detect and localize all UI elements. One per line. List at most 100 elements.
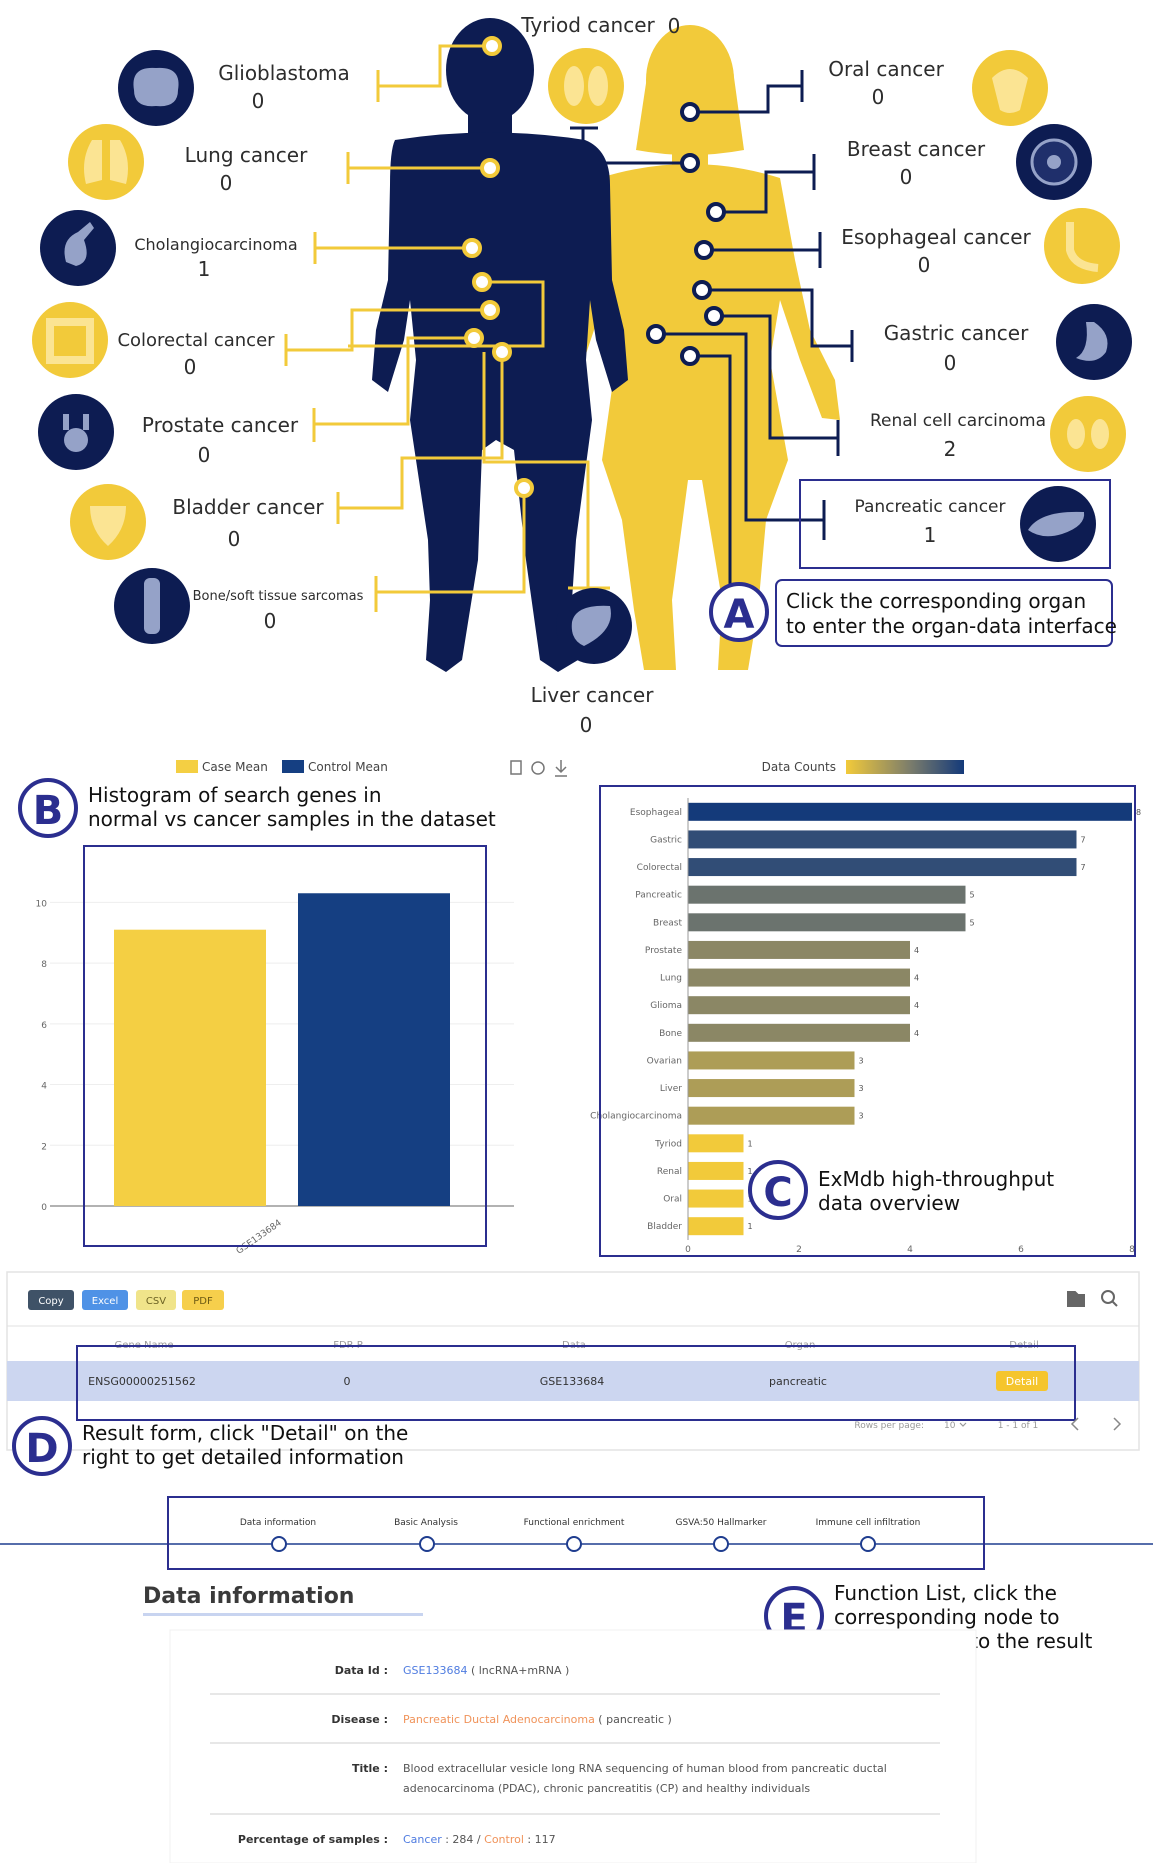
svg-text:A: A (724, 592, 755, 638)
organ-count: 2 (944, 437, 957, 461)
organ-dots[interactable] (462, 36, 726, 498)
table-toolbar-icons[interactable] (1067, 1290, 1118, 1307)
chevron-left-icon (1070, 1417, 1079, 1431)
chart-c-bar (688, 858, 1077, 877)
organ-connector-lines (284, 44, 854, 612)
chart-c-value-label: 1 (748, 1222, 753, 1231)
chart-b-bar (114, 929, 266, 1206)
function-step-data-information: Data information (240, 1518, 316, 1552)
chart-c-bar (688, 968, 910, 987)
copy-button (28, 1290, 74, 1310)
male-body-figure[interactable] (372, 18, 628, 672)
chart-c-value-label: 4 (914, 1029, 919, 1038)
organ-label: Oral cancer (828, 57, 944, 81)
badge-d: D (12, 1416, 72, 1476)
data-id-link[interactable]: GSE133684 (403, 1664, 467, 1677)
gallbladder-icon (40, 210, 116, 286)
chart-c-category-label: Bone (659, 1029, 682, 1039)
organ-label: Bone/soft tissue sarcomas (193, 589, 364, 604)
excel-button-label: Excel (92, 1296, 119, 1307)
table-pagination[interactable]: Rows per page: 10 1 - 1 of 1 (854, 1417, 1122, 1431)
svg-text:Functional enrichment: Functional enrichment (524, 1518, 625, 1528)
panel-b: Case Mean Control Mean B Histogram of se… (18, 760, 567, 1257)
pancreatic-highlight-box[interactable] (799, 479, 1111, 569)
data-id-note: ( lncRNA+mRNA ) (467, 1664, 569, 1677)
intestine-icon (32, 302, 108, 378)
rows-per-page-label: Rows per page: (854, 1421, 924, 1431)
chart-c-category-label: Colorectal (637, 863, 682, 873)
organ-count: 1 (924, 523, 937, 547)
chart-b-histogram: 0 2 4 6 8 10 GSE133684 (36, 893, 514, 1257)
organ-label: Esophageal cancer (841, 225, 1031, 249)
organ-label: Pancreatic cancer (855, 497, 1006, 517)
data-id-row: GSE133684 ( lncRNA+mRNA ) (403, 1664, 569, 1677)
chart-c-category-label: Oral (663, 1195, 682, 1205)
chart-c-bar (688, 1134, 744, 1153)
chart-c-value-label: 3 (859, 1056, 864, 1065)
chart-c-category-label: Liver (660, 1084, 682, 1094)
chevron-right-icon (1113, 1417, 1122, 1431)
disease-link[interactable]: Pancreatic Ductal Adenocarcinoma (403, 1713, 595, 1726)
cell-data: GSE133684 (540, 1375, 604, 1388)
badge-b: B (18, 778, 78, 838)
chart-c-category-label: Lung (660, 974, 682, 984)
function-list[interactable]: Data information Basic Analysis Function… (240, 1518, 921, 1552)
chart-c-category-label: Ovarian (647, 1056, 682, 1066)
organ-labels[interactable]: Tyriod cancer 0 Glioblastoma 0 Lung canc… (117, 13, 1046, 737)
chart-c-bar (688, 802, 1132, 821)
rows-per-page-chevron-icon (959, 1422, 967, 1427)
esophagus-icon (1044, 208, 1120, 284)
organ-label: Renal cell carcinoma (870, 411, 1046, 431)
organ-label: Breast cancer (847, 137, 986, 161)
chart-c-x-tick-label: 6 (1018, 1245, 1024, 1255)
legend-swatch-control (282, 760, 304, 773)
chart-c-bar (688, 940, 910, 959)
function-step-functional-enrichment: Functional enrichment (524, 1518, 625, 1552)
chart-c-value-label: 4 (914, 1001, 919, 1010)
chart-c-value-label: 5 (970, 891, 975, 900)
function-step-basic-analysis: Basic Analysis (394, 1518, 458, 1552)
table-row[interactable]: ENSG00000251562 0 GSE133684 pancreatic D… (7, 1361, 1139, 1401)
callout-text-line-1: Click the corresponding organ (786, 589, 1086, 613)
chart-c-value-label: 7 (1081, 863, 1086, 872)
chart-b-x-tick-label: GSE133684 (235, 1218, 284, 1257)
badge-c: C (748, 1160, 808, 1220)
disease-row: Pancreatic Ductal Adenocarcinoma ( pancr… (403, 1713, 672, 1726)
organ-icon-circles[interactable] (32, 48, 1132, 664)
svg-text:C: C (763, 1170, 792, 1216)
organ-count: 0 (900, 165, 913, 189)
caption-d-line-2: right to get detailed information (82, 1445, 404, 1469)
thyroid-icon (548, 48, 624, 124)
organ-label: Prostate cancer (142, 413, 299, 437)
chart-c-x-tick-label: 4 (907, 1245, 913, 1255)
chart-c-category-label: Tyriod (654, 1139, 682, 1149)
organ-label: Cholangiocarcinoma (134, 235, 297, 254)
chart-c-x-tick-label: 8 (1129, 1245, 1135, 1255)
organ-count: 0 (918, 253, 931, 277)
chart-c-bar (688, 1079, 855, 1098)
bone-joint-icon (114, 568, 190, 644)
chart-c-category-label: Gastric (650, 835, 682, 845)
chart-c-value-label: 4 (914, 974, 919, 983)
cell-organ: pancreatic (769, 1375, 827, 1388)
chart-c-category-label: Prostate (645, 946, 683, 956)
chart-c-value-label: 7 (1081, 835, 1086, 844)
chart-c-legend-label: Data Counts (762, 760, 836, 774)
caption-e-line-1: Function List, click the (834, 1581, 1057, 1605)
chart-c-bar (688, 830, 1077, 849)
refresh-icon (531, 761, 545, 775)
breast-icon (1016, 124, 1092, 200)
caption-d-line-1: Result form, click "Detail" on the (82, 1421, 408, 1445)
chart-c-value-label: 3 (859, 1084, 864, 1093)
chart-c-data-overview: Esophageal 8 Gastric 7 Colorectal 7 Pancreatic… (590, 798, 1141, 1255)
panel-c: Data Counts Esophageal 8 Gastric 7 Colorecta… (590, 760, 1141, 1257)
chart-b-toolbar[interactable] (510, 760, 567, 777)
chart-c-category-label: Glioma (650, 1001, 682, 1011)
chart-b-y-tick-label: 0 (41, 1203, 47, 1213)
download-icon (555, 760, 567, 777)
export-buttons[interactable]: Copy Excel CSV PDF (28, 1290, 224, 1310)
organ-count: 0 (264, 609, 277, 633)
chart-b-y-tick-label: 6 (41, 1021, 47, 1031)
chart-b-legend[interactable]: Case Mean Control Mean (176, 760, 388, 774)
